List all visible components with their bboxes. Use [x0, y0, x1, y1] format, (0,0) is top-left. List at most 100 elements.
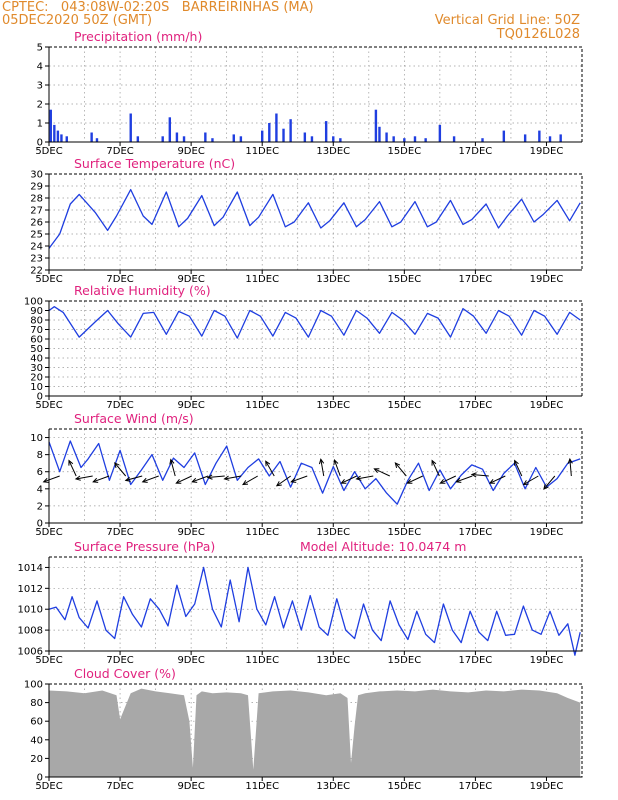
precipitation-bar: [424, 138, 427, 142]
wind-arrow-head: [265, 460, 271, 467]
humidity-y-tick-label: 10: [30, 382, 43, 393]
wind-arrow-shaft: [320, 459, 325, 477]
run-date: 05DEC2020 50Z (GMT): [2, 13, 153, 28]
precipitation-y-tick-label: 2: [37, 100, 43, 111]
precipitation-bar: [232, 134, 235, 142]
wind-arrow-shaft: [569, 459, 572, 477]
humidity-y-tick-label: 70: [30, 325, 43, 336]
precipitation-bar: [303, 132, 307, 142]
wind-arrow-head: [431, 459, 437, 466]
cloud-cover-y-tick-label: 60: [30, 717, 43, 728]
humidity-x-tick-label: 5DEC: [35, 400, 62, 411]
humidity-x-tick-label: 7DEC: [106, 400, 133, 411]
cloud-cover-title: Cloud Cover (%): [74, 666, 176, 681]
wind-arrow-shaft: [440, 475, 457, 484]
precipitation-bar: [332, 136, 335, 142]
wind-arrow-shaft: [394, 462, 407, 477]
precipitation-bar: [502, 130, 506, 142]
precipitation-x-tick-label: 19DEC: [530, 146, 564, 157]
precipitation-bar: [53, 124, 56, 142]
precipitation-y-tick-label: 4: [37, 62, 43, 73]
wind-arrow-shaft: [489, 475, 506, 484]
wind-panel: 0 2 4 6 8 10 5DEC 7DEC 9DEC 11DEC 13DEC 15DEC 17DEC 1…: [30, 411, 583, 538]
wind-arrow-shaft: [407, 475, 423, 484]
precipitation-bar: [204, 132, 207, 142]
temperature-y-tick-label: 25: [30, 230, 43, 241]
wind-arrow-head: [355, 475, 362, 481]
precipitation-bar: [65, 136, 68, 142]
precipitation-bar: [559, 134, 562, 142]
wind-arrow: [394, 462, 407, 477]
wind-y-tick-label: 4: [37, 484, 43, 495]
wind-arrow: [265, 460, 275, 477]
precipitation-bar: [403, 138, 406, 142]
pressure-x-tick-label: 17DEC: [459, 655, 493, 666]
wind-arrow-shaft: [456, 475, 473, 483]
wind-arrow: [431, 459, 440, 477]
wind-arrow-shaft: [170, 459, 176, 477]
pressure-panel: 1006 1008 1010 1012 1014 5DEC 7DEC 9DEC 11DEC 13D…: [18, 539, 583, 666]
temperature-x-tick-label: 7DEC: [106, 274, 133, 285]
precipitation-bar: [275, 113, 278, 142]
precipitation-y-tick-label: 3: [37, 81, 43, 92]
humidity-y-tick-label: 30: [30, 363, 43, 374]
precipitation-bar: [175, 132, 179, 142]
humidity-title: Relative Humidity (%): [74, 283, 211, 298]
cloud-cover-area: [49, 688, 581, 777]
precipitation-bar: [523, 134, 527, 142]
pressure-y-tick-label: 1014: [18, 563, 43, 574]
wind-arrow-head: [543, 484, 549, 490]
precipitation-bar: [95, 138, 99, 142]
temperature-x-tick-label: 13DEC: [316, 274, 350, 285]
precipitation-bar: [385, 132, 388, 142]
wind-x-tick-label: 5DEC: [35, 527, 62, 538]
humidity-x-tick-label: 11DEC: [245, 400, 279, 411]
pressure-x-tick-label: 7DEC: [106, 655, 133, 666]
precipitation-x-tick-label: 11DEC: [245, 146, 279, 157]
wind-arrow-head: [175, 478, 182, 484]
precipitation-bar: [324, 121, 328, 142]
temperature-y-tick-label: 22: [30, 266, 43, 277]
wind-title: Surface Wind (m/s): [74, 411, 194, 426]
wind-arrow-head: [394, 462, 401, 468]
wind-x-tick-label: 19DEC: [530, 527, 564, 538]
wind-arrow: [333, 458, 341, 477]
precipitation-x-tick-label: 9DEC: [177, 146, 204, 157]
precipitation-y-tick-label: 1: [37, 119, 43, 130]
temperature-y-tick-label: 26: [30, 218, 43, 229]
temperature-y-tick-label: 28: [30, 194, 43, 205]
wind-y-tick-label: 2: [37, 501, 43, 512]
wind-arrow-head: [522, 480, 529, 486]
cloud-cover-y-tick-label: 80: [30, 698, 43, 709]
wind-arrow: [114, 462, 127, 477]
wind-arrow-shaft: [333, 459, 341, 477]
wind-x-tick-label: 13DEC: [316, 527, 350, 538]
wind-arrow: [92, 475, 110, 483]
model-id: TQ0126L028: [496, 27, 580, 42]
temperature-x-tick-label: 15DEC: [387, 274, 421, 285]
precipitation-bar: [90, 132, 93, 142]
precipitation-bar: [392, 136, 395, 142]
cloud-cover-x-tick-label: 9DEC: [177, 781, 204, 792]
wind-arrow-head: [223, 475, 230, 481]
temperature-y-tick-label: 24: [30, 242, 43, 253]
wind-line: [48, 440, 581, 505]
wind-arrow: [191, 475, 209, 483]
humidity-x-tick-label: 13DEC: [316, 400, 350, 411]
precipitation-frame: [48, 46, 583, 143]
precipitation-bar: [452, 136, 456, 142]
pressure-frame: [48, 556, 583, 652]
precipitation-bar: [413, 136, 417, 142]
wind-arrow-shaft: [431, 460, 440, 477]
precipitation-bar: [182, 136, 186, 142]
wind-arrow-head: [114, 462, 120, 468]
temperature-y-tick-label: 27: [30, 206, 43, 217]
precipitation-bar: [261, 130, 264, 142]
pressure-title: Surface Pressure (hPa): [74, 539, 215, 554]
pressure-x-tick-label: 11DEC: [245, 655, 279, 666]
wind-arrow: [470, 472, 489, 478]
temperature-y-tick-label: 29: [30, 182, 43, 193]
cloud-cover-x-tick-label: 11DEC: [245, 781, 279, 792]
wind-arrow-shaft: [142, 475, 159, 483]
